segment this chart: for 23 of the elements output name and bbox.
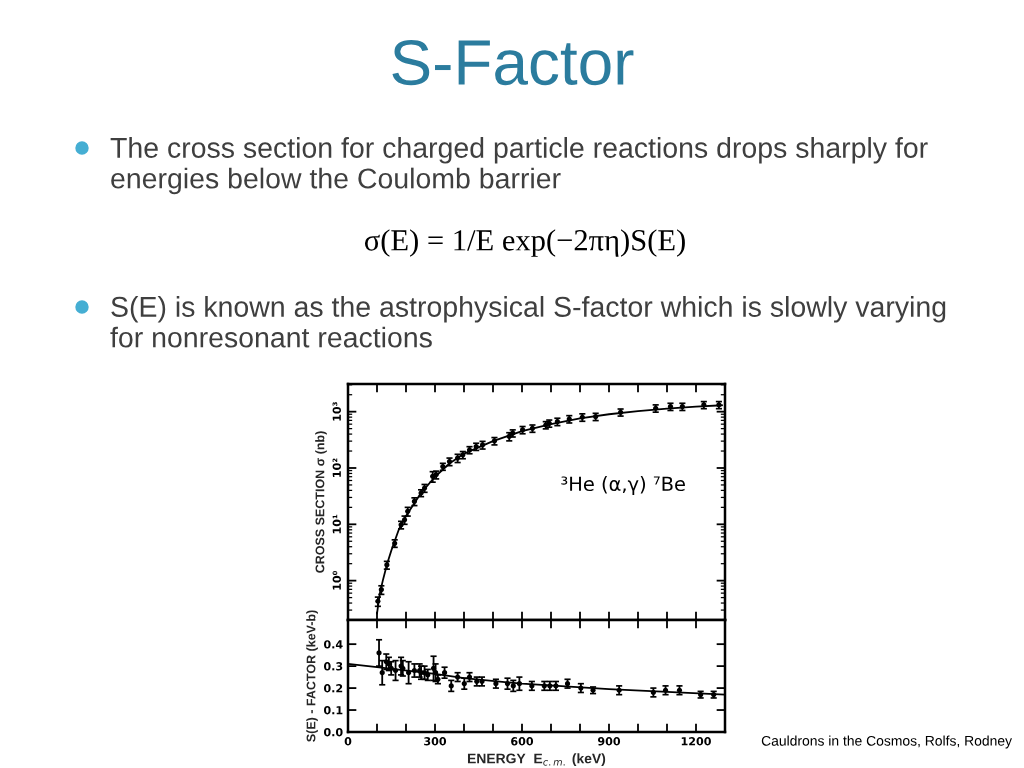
y-tick-label: 10² [332, 458, 341, 477]
y-tick-label: 0.0 [323, 727, 343, 737]
x-tick-label: 600 [511, 737, 534, 746]
text: Cauldrons in the Cosmos, Rolfs, Rodney [761, 735, 1012, 749]
y-tick-label: 10³ [332, 402, 341, 421]
text: S(E) is known as the astrophysical S-factor which is slowly varying for nonresonant reactions [110, 296, 946, 348]
text: S-Factor [392, 39, 634, 86]
x-tick-label: 1200 [681, 737, 711, 746]
y-tick-label: 10¹ [332, 514, 341, 534]
y-axis-title: CROSS SECTION σ (nb) [315, 431, 327, 573]
text: σ(E) = 1/E exp(−2πη)S(E) [364, 229, 685, 257]
x-tick-label: 0 [344, 737, 352, 746]
x-tick-label: 300 [424, 737, 447, 746]
y-tick-label: 0.2 [323, 684, 343, 693]
y-tick-label: 0.4 [323, 640, 343, 649]
y-tick-label: 0.1 [323, 706, 343, 715]
x-axis-title: ENERGY E$_{c.m.}$ (keV) [467, 753, 606, 767]
text: The cross section for charged particle reactions drops sharply for energies below the Coulomb barrier [110, 137, 928, 195]
x-tick-label: 900 [597, 737, 621, 746]
y-tick-label: 0.3 [323, 662, 343, 671]
y-axis-title: S(E) - FACTOR (keV-b) [306, 610, 318, 742]
y-tick-label: 10⁰ [332, 570, 341, 590]
annotation: ³He (α,γ) ⁷Be [561, 476, 685, 495]
